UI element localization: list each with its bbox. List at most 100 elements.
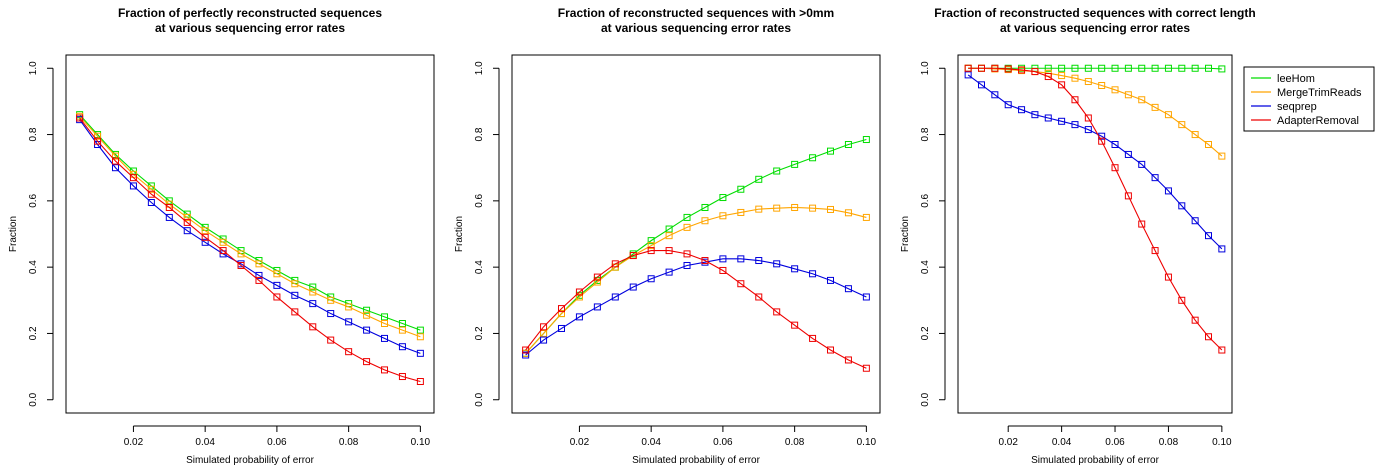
data-point bbox=[1084, 78, 1092, 86]
data-point bbox=[1111, 164, 1119, 172]
y-tick-label: 0.2 bbox=[28, 326, 39, 340]
chart-title-line: Fraction of reconstructed sequences with… bbox=[558, 6, 834, 20]
data-point bbox=[755, 175, 763, 183]
data-point bbox=[593, 273, 601, 281]
data-point bbox=[1138, 64, 1146, 72]
data-point bbox=[809, 334, 817, 342]
data-point bbox=[1111, 141, 1119, 148]
data-point bbox=[719, 194, 727, 202]
data-point bbox=[345, 318, 353, 326]
data-point bbox=[398, 320, 406, 327]
data-point bbox=[862, 364, 870, 372]
data-point bbox=[1124, 91, 1132, 99]
x-tick-label: 0.08 bbox=[785, 437, 805, 448]
data-point bbox=[1164, 111, 1172, 119]
y-tick-label: 0.2 bbox=[474, 326, 485, 340]
data-point bbox=[844, 141, 852, 148]
x-tick-label: 0.04 bbox=[641, 437, 661, 448]
data-point bbox=[773, 308, 781, 316]
y-tick-label: 1.0 bbox=[474, 61, 485, 75]
data-point bbox=[1111, 64, 1119, 72]
data-point bbox=[557, 305, 565, 313]
plot-frame bbox=[65, 54, 435, 414]
data-point bbox=[1071, 74, 1079, 82]
data-point bbox=[1138, 160, 1146, 168]
data-point bbox=[273, 293, 281, 301]
data-point bbox=[701, 257, 709, 265]
data-point bbox=[291, 280, 299, 288]
data-point bbox=[273, 270, 281, 278]
x-axis: 0.02 0.04 0.06 0.08 0.10 bbox=[998, 425, 1232, 448]
data-point bbox=[416, 333, 424, 341]
data-point bbox=[1018, 66, 1026, 74]
data-point bbox=[219, 238, 227, 246]
data-point bbox=[1031, 68, 1039, 76]
series-line bbox=[968, 67, 1223, 351]
chart-title-line: at various sequencing error rates bbox=[155, 21, 345, 35]
data-point bbox=[593, 303, 601, 311]
x-tick-label: 0.08 bbox=[339, 437, 359, 448]
series-line bbox=[968, 67, 1223, 157]
legend: leeHom MergeTrimReads seqprep AdapterRemova… bbox=[1243, 66, 1375, 132]
data-point bbox=[416, 349, 424, 357]
data-point bbox=[1098, 137, 1106, 145]
data-point bbox=[183, 218, 191, 226]
x-tick-label: 0.06 bbox=[713, 437, 733, 448]
data-point bbox=[773, 204, 781, 212]
y-tick-label: 0.4 bbox=[920, 260, 931, 274]
legend-label: leeHom bbox=[1277, 73, 1315, 85]
y-axis-label: Fraction bbox=[454, 216, 465, 252]
series-MergeTrimReads bbox=[522, 203, 870, 357]
y-tick-label: 1.0 bbox=[920, 61, 931, 75]
data-point bbox=[1084, 64, 1092, 72]
y-tick-label: 0.2 bbox=[920, 326, 931, 340]
data-point bbox=[165, 213, 173, 221]
data-point bbox=[363, 311, 371, 319]
legend-label: seqprep bbox=[1277, 101, 1317, 113]
x-tick-label: 0.10 bbox=[411, 437, 431, 448]
data-point bbox=[1204, 333, 1212, 341]
data-point bbox=[1071, 96, 1079, 104]
data-point bbox=[381, 366, 389, 374]
data-point bbox=[1178, 296, 1186, 304]
x-tick-label: 0.08 bbox=[1159, 437, 1179, 448]
data-point bbox=[201, 227, 209, 235]
data-point bbox=[416, 326, 424, 334]
data-point bbox=[327, 310, 335, 318]
data-point bbox=[219, 247, 227, 255]
data-point bbox=[309, 288, 317, 296]
series-AdapterRemoval bbox=[76, 114, 424, 386]
data-point bbox=[701, 217, 709, 225]
data-point bbox=[381, 334, 389, 342]
data-point bbox=[1151, 64, 1159, 72]
data-point bbox=[363, 306, 371, 314]
series-seqprep bbox=[522, 255, 870, 359]
x-tick-label: 0.02 bbox=[998, 437, 1018, 448]
data-point bbox=[183, 213, 191, 221]
data-point bbox=[791, 321, 799, 329]
data-point bbox=[719, 266, 727, 274]
data-point bbox=[237, 250, 245, 258]
data-point bbox=[827, 205, 835, 213]
data-point bbox=[737, 185, 745, 193]
data-point bbox=[1164, 273, 1172, 281]
series-AdapterRemoval bbox=[964, 64, 1226, 354]
data-point bbox=[665, 268, 673, 276]
data-point bbox=[111, 164, 119, 172]
data-point bbox=[862, 213, 870, 221]
data-point bbox=[647, 275, 655, 283]
x-tick-label: 0.04 bbox=[195, 437, 215, 448]
series-line bbox=[968, 67, 1222, 70]
data-point bbox=[844, 209, 852, 217]
series-line bbox=[79, 114, 421, 331]
data-point bbox=[809, 204, 817, 212]
data-point bbox=[991, 64, 999, 72]
data-point bbox=[683, 261, 691, 269]
data-point bbox=[665, 225, 673, 233]
y-axis: 0.0 0.2 0.4 0.6 0.8 1.0 bbox=[28, 61, 54, 407]
x-tick-label: 0.06 bbox=[267, 437, 287, 448]
x-tick-label: 0.02 bbox=[570, 437, 590, 448]
x-axis: 0.02 0.04 0.06 0.08 0.10 bbox=[570, 425, 877, 448]
data-point bbox=[791, 265, 799, 273]
chart-panel-2: Fraction of reconstructed sequences with… bbox=[454, 6, 881, 466]
